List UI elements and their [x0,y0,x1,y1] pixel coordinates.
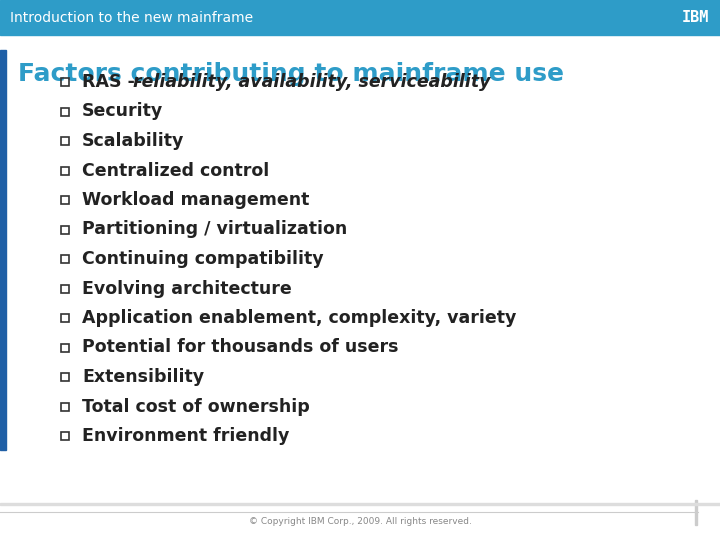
Text: Evolving architecture: Evolving architecture [82,280,292,298]
Text: Factors contributing to mainframe use: Factors contributing to mainframe use [18,62,564,86]
Text: Potential for thousands of users: Potential for thousands of users [82,339,398,356]
Bar [0,0,720,35]
Bar [61,285,69,293]
Bar [61,314,69,322]
Bar [61,255,69,263]
Text: Continuing compatibility: Continuing compatibility [82,250,323,268]
Text: Introduction to the new mainframe: Introduction to the new mainframe [10,11,253,25]
Text: Workload management: Workload management [82,191,310,209]
Bar [0,503,720,505]
Bar [61,343,69,352]
Text: RAS --: RAS -- [82,73,148,91]
Text: Centralized control: Centralized control [82,161,269,179]
Bar [61,166,69,174]
Bar [61,373,69,381]
Bar [61,107,69,116]
Bar [695,500,696,525]
Bar [61,402,69,410]
Text: Security: Security [82,103,163,120]
Bar [61,78,69,86]
Text: reliability, availability, serviceability: reliability, availability, serviceabilit… [133,73,490,91]
Text: Partitioning / virtualization: Partitioning / virtualization [82,220,347,239]
Text: © Copyright IBM Corp., 2009. All rights reserved.: © Copyright IBM Corp., 2009. All rights … [248,517,472,526]
Text: Scalability: Scalability [82,132,184,150]
Bar [61,137,69,145]
Bar [61,432,69,440]
Text: Application enablement, complexity, variety: Application enablement, complexity, vari… [82,309,516,327]
Text: Environment friendly: Environment friendly [82,427,289,445]
Text: Extensibility: Extensibility [82,368,204,386]
Bar [0,50,6,450]
Text: IBM: IBM [681,10,708,25]
Bar [61,226,69,233]
Text: Total cost of ownership: Total cost of ownership [82,397,310,415]
Bar [61,196,69,204]
